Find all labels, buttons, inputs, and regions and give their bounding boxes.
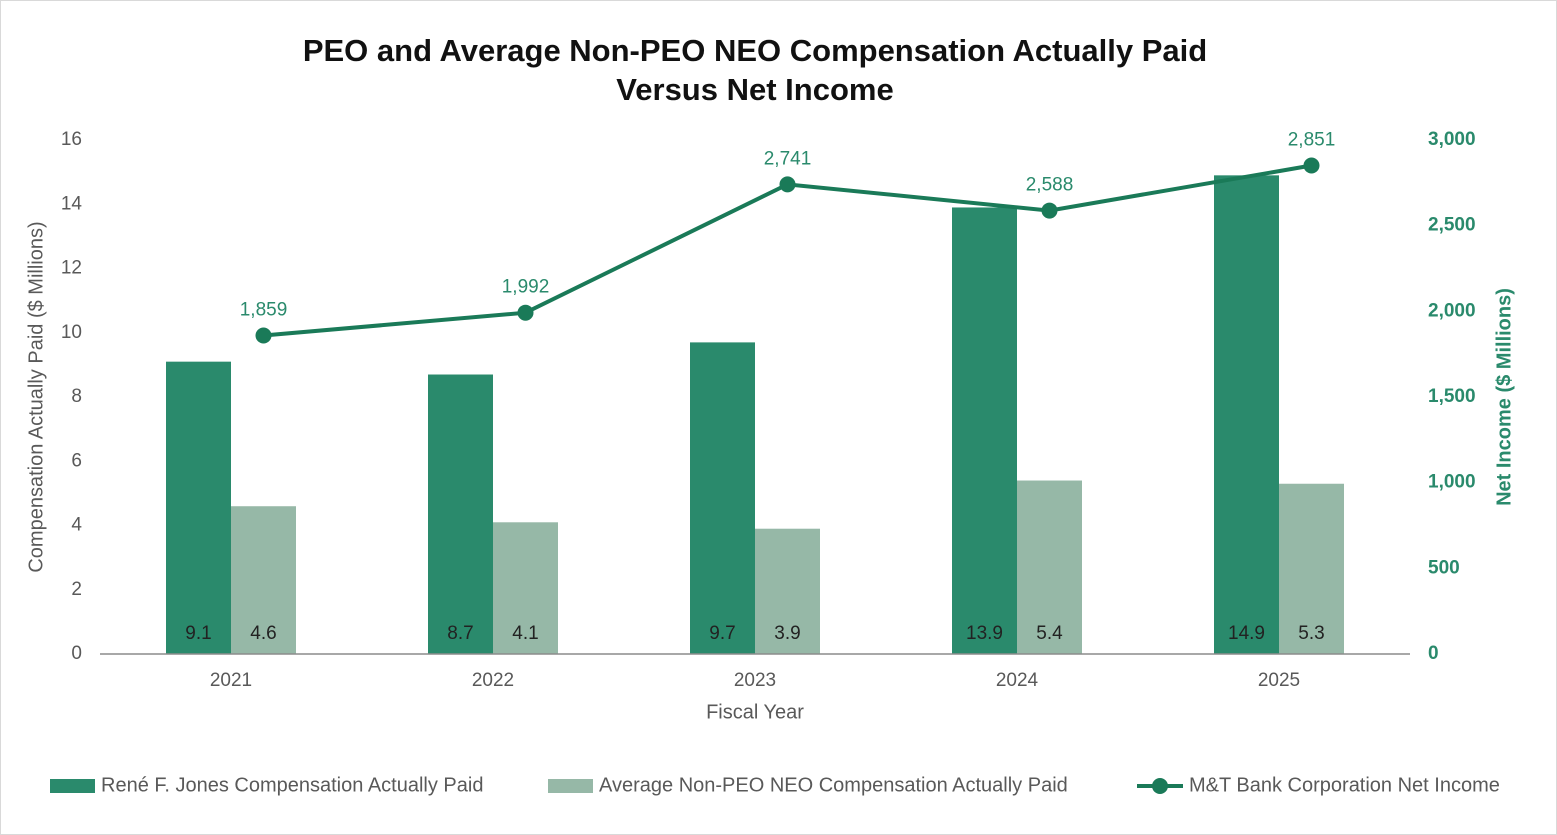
x-axis-label: Fiscal Year (706, 701, 804, 723)
y-tick-label: 16 (61, 129, 82, 150)
y2-tick-label: 0 (1428, 643, 1439, 664)
x-tick-label: 2022 (472, 670, 514, 691)
line-point (779, 176, 796, 193)
legend-swatch (50, 779, 95, 793)
x-tick-label: 2025 (1258, 670, 1300, 691)
bar (231, 506, 296, 654)
line-value-label: 2,741 (764, 148, 812, 169)
legend-label: Average Non-PEO NEO Compensation Actuall… (599, 774, 1068, 796)
bar-value-label: 9.7 (709, 623, 735, 644)
y2-tick-label: 500 (1428, 557, 1460, 578)
y-tick-label: 0 (71, 643, 82, 664)
bar-value-label: 9.1 (185, 623, 211, 644)
y2-tick-label: 2,000 (1428, 300, 1476, 321)
y-tick-label: 10 (61, 322, 82, 343)
bar (1017, 480, 1082, 654)
y2-tick-label: 1,000 (1428, 472, 1476, 493)
line-value-label: 2,588 (1026, 175, 1074, 196)
y2-tick-label: 3,000 (1428, 129, 1476, 150)
legend-label: M&T Bank Corporation Net Income (1189, 774, 1500, 796)
bar-value-label: 14.9 (1228, 623, 1265, 644)
line-point (1303, 157, 1320, 174)
legend-label: René F. Jones Compensation Actually Paid (101, 774, 483, 796)
bar (1279, 483, 1344, 654)
x-tick-label: 2024 (996, 670, 1039, 691)
bar-value-label: 4.1 (512, 623, 538, 644)
y-axis-label: Compensation Actually Paid ($ Millions) (25, 221, 47, 572)
bar (428, 374, 493, 654)
bar-value-label: 13.9 (966, 623, 1003, 644)
bar (1214, 175, 1279, 654)
legend-swatch (548, 779, 593, 793)
y-tick-label: 2 (71, 579, 82, 600)
bar-value-label: 5.3 (1298, 623, 1324, 644)
x-tick-label: 2021 (210, 670, 252, 691)
y2-axis-label: Net Income ($ Millions) (1493, 288, 1515, 506)
line-point (255, 327, 272, 344)
line-point (1041, 202, 1058, 219)
y-tick-label: 12 (61, 258, 82, 279)
line-value-label: 1,992 (502, 277, 550, 298)
chart-title: PEO and Average Non-PEO NEO Compensation… (303, 33, 1207, 68)
line-value-label: 2,851 (1288, 130, 1336, 151)
bar (493, 522, 558, 654)
y-tick-label: 8 (71, 386, 82, 407)
bar (166, 361, 231, 654)
y2-tick-label: 2,500 (1428, 215, 1476, 236)
bar (952, 207, 1017, 654)
legend-swatch (1152, 778, 1168, 794)
bar (755, 528, 820, 654)
bar-value-label: 3.9 (774, 623, 800, 644)
x-tick-label: 2023 (734, 670, 776, 691)
y-tick-label: 6 (71, 450, 82, 471)
y2-tick-label: 1,500 (1428, 386, 1476, 407)
bar-value-label: 4.6 (250, 623, 276, 644)
bar (690, 342, 755, 654)
y-tick-label: 4 (71, 515, 82, 536)
bar-value-label: 5.4 (1036, 623, 1063, 644)
y-tick-label: 14 (61, 193, 83, 214)
line-value-label: 1,859 (240, 300, 288, 321)
chart-title: Versus Net Income (616, 72, 893, 107)
line-point (517, 304, 534, 321)
bar-value-label: 8.7 (447, 623, 473, 644)
